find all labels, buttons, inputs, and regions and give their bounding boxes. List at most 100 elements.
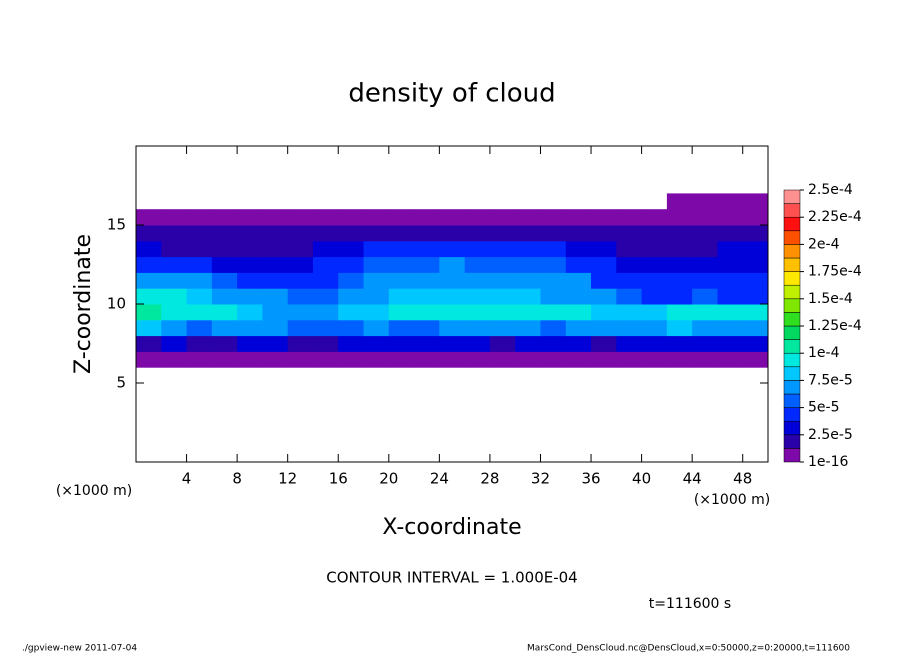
cell [211, 272, 238, 289]
cell [464, 272, 491, 289]
cell [591, 240, 617, 258]
cell [692, 304, 718, 321]
cell [338, 225, 365, 242]
cell [363, 351, 390, 368]
cell [414, 319, 440, 337]
x-axis-label: X-coordinate [382, 515, 521, 540]
x-tick-label: 28 [480, 470, 499, 488]
cell [262, 319, 289, 337]
cell [515, 319, 541, 337]
cell [414, 256, 440, 273]
cell [161, 225, 188, 242]
cell [489, 335, 516, 352]
cell [616, 225, 643, 242]
cell [565, 319, 592, 337]
cell [565, 209, 592, 226]
cell [237, 240, 263, 258]
cell [136, 225, 162, 242]
cell [186, 209, 213, 226]
cell [641, 335, 668, 352]
cell [692, 209, 718, 226]
cell [616, 272, 643, 289]
cell [464, 209, 491, 226]
cell [666, 335, 693, 352]
cell [540, 256, 567, 273]
cell [489, 272, 516, 289]
cell [641, 304, 668, 321]
cell [540, 351, 567, 368]
colorbar-tick-label: 2.25e-4 [808, 209, 862, 225]
cell [489, 351, 516, 368]
cell [666, 256, 693, 273]
cell [692, 272, 718, 289]
x-tick-label: 44 [683, 470, 702, 488]
cell [515, 256, 541, 273]
colorbar-band [783, 312, 801, 327]
cell [186, 256, 213, 273]
cell [388, 304, 415, 321]
cell [717, 209, 744, 226]
cell [312, 288, 339, 305]
cell [489, 209, 516, 226]
cell [186, 351, 213, 368]
cell [742, 351, 769, 368]
cell [338, 272, 365, 289]
cell [692, 256, 718, 273]
cell [565, 351, 592, 368]
cell [565, 272, 592, 289]
cell [388, 209, 415, 226]
cell [414, 288, 440, 305]
cell [717, 272, 744, 289]
cell [666, 209, 693, 226]
cell [464, 256, 491, 273]
cell [363, 209, 390, 226]
cell [211, 240, 238, 258]
x-tick-label: 16 [329, 470, 348, 488]
cell [616, 288, 643, 305]
cell [312, 256, 339, 273]
cell [591, 319, 617, 337]
x-tick-label: 24 [430, 470, 449, 488]
cell [287, 225, 314, 242]
cell [338, 335, 365, 352]
cell [136, 256, 162, 273]
colorbar-tick-label: 1.25e-4 [808, 318, 862, 334]
cell [186, 335, 213, 352]
cell [666, 319, 693, 337]
cell [414, 209, 440, 226]
cell [136, 335, 162, 352]
cell [692, 319, 718, 337]
cell [616, 256, 643, 273]
cell [136, 351, 162, 368]
cell [136, 304, 162, 321]
cell [641, 351, 668, 368]
colorbar-band [783, 298, 801, 313]
cell [692, 288, 718, 305]
cell [312, 240, 339, 258]
cell [287, 335, 314, 352]
cell [666, 351, 693, 368]
cell [439, 319, 466, 337]
cell [515, 272, 541, 289]
colorbar-band [783, 434, 801, 449]
cell [641, 319, 668, 337]
cell [591, 288, 617, 305]
cell [666, 240, 693, 258]
cell [363, 225, 390, 242]
cell [363, 272, 390, 289]
cell [161, 319, 188, 337]
cell [287, 209, 314, 226]
cell [464, 335, 491, 352]
cell [540, 304, 567, 321]
cell [439, 304, 466, 321]
colorbar-band [783, 393, 801, 408]
cell [717, 335, 744, 352]
cell [237, 225, 263, 242]
cell [692, 351, 718, 368]
y-axis-label: Z-coordinate [71, 234, 96, 374]
cell [591, 335, 617, 352]
cell [287, 304, 314, 321]
cell [464, 319, 491, 337]
cell [742, 193, 769, 210]
cell [565, 256, 592, 273]
